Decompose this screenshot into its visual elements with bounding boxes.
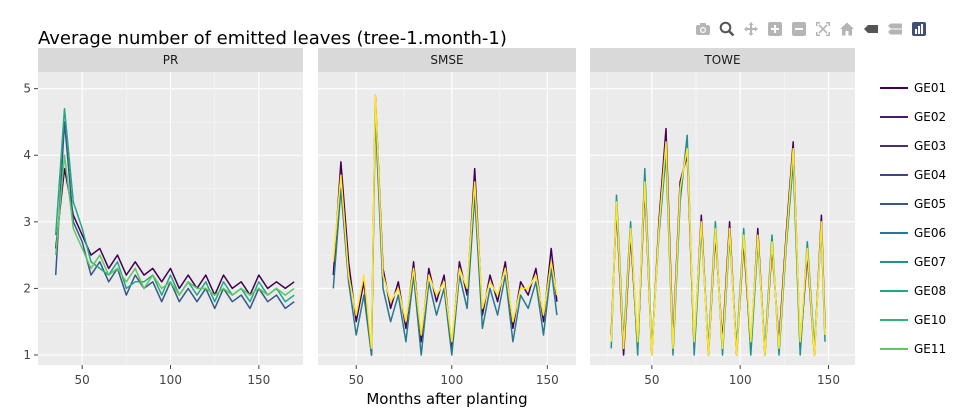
series-line-ge11[interactable] bbox=[54, 154, 295, 296]
x-tick-label: 50 bbox=[75, 373, 90, 387]
legend-label: GE11 bbox=[914, 342, 946, 356]
legend-label: GE02 bbox=[914, 110, 946, 124]
legend[interactable]: GE01 GE02 GE03 GE04 GE05 GE06 GE07 GE08 GE10 GE11 bbox=[880, 81, 946, 356]
legend-item-ge11[interactable]: GE11 bbox=[880, 342, 946, 356]
series-line-ge13[interactable] bbox=[332, 94, 558, 350]
legend-item-ge04[interactable]: GE04 bbox=[880, 168, 946, 182]
zoom-out-icon[interactable] bbox=[788, 18, 810, 40]
panels: PR 50 100 150 1 2 3 4 5 SMSE 50 100 150 TOWE 50 100 150 bbox=[23, 48, 855, 387]
panel-towe: TOWE 50 100 150 bbox=[590, 48, 855, 387]
hover-compare-icon[interactable] bbox=[884, 18, 906, 40]
legend-item-ge08[interactable]: GE08 bbox=[880, 284, 946, 298]
legend-item-ge07[interactable]: GE07 bbox=[880, 255, 946, 269]
camera-icon[interactable] bbox=[692, 18, 714, 40]
strip-background bbox=[590, 48, 855, 72]
legend-item-ge01[interactable]: GE01 bbox=[880, 81, 946, 95]
modebar bbox=[692, 18, 930, 40]
x-tick-label: 150 bbox=[536, 373, 559, 387]
y-tick-label: 5 bbox=[23, 82, 31, 96]
strip-background bbox=[38, 48, 303, 72]
strip-label: SMSE bbox=[430, 53, 463, 67]
x-tick-label: 150 bbox=[247, 373, 270, 387]
pan-icon[interactable] bbox=[740, 18, 762, 40]
autoscale-icon[interactable] bbox=[812, 18, 834, 40]
zoom-in-icon[interactable] bbox=[764, 18, 786, 40]
legend-item-ge10[interactable]: GE10 bbox=[880, 313, 946, 327]
legend-item-ge05[interactable]: GE05 bbox=[880, 197, 946, 211]
zoom-icon[interactable] bbox=[716, 18, 738, 40]
legend-item-ge03[interactable]: GE03 bbox=[880, 139, 946, 153]
legend-label: GE08 bbox=[914, 284, 946, 298]
x-tick-label: 150 bbox=[817, 373, 840, 387]
chart-title: Average number of emitted leaves (tree-1… bbox=[38, 28, 507, 49]
legend-label: GE05 bbox=[914, 197, 946, 211]
y-tick-label: 4 bbox=[23, 148, 31, 162]
legend-label: GE10 bbox=[914, 313, 946, 327]
strip-background bbox=[318, 48, 576, 72]
x-axis-title: Months after planting bbox=[366, 390, 527, 408]
x-tick-label: 100 bbox=[159, 373, 182, 387]
series-line-ge13[interactable] bbox=[610, 141, 826, 356]
x-tick-label: 50 bbox=[644, 373, 659, 387]
legend-label: GE04 bbox=[914, 168, 946, 182]
series-line-ge05[interactable] bbox=[54, 121, 295, 310]
panel-pr: PR 50 100 150 1 2 3 4 5 bbox=[23, 48, 303, 387]
y-tick-label: 2 bbox=[23, 281, 31, 295]
legend-label: GE06 bbox=[914, 226, 946, 240]
legend-item-ge06[interactable]: GE06 bbox=[880, 226, 946, 240]
x-tick-label: 100 bbox=[729, 373, 752, 387]
x-tick-label: 100 bbox=[440, 373, 463, 387]
strip-label: PR bbox=[163, 53, 179, 67]
legend-label: GE03 bbox=[914, 139, 946, 153]
series-line-ge01[interactable] bbox=[54, 167, 295, 296]
y-tick-label: 3 bbox=[23, 215, 31, 229]
legend-label: GE07 bbox=[914, 255, 946, 269]
hover-closest-icon[interactable] bbox=[860, 18, 882, 40]
y-tick-label: 1 bbox=[23, 348, 31, 362]
legend-label: GE01 bbox=[914, 81, 946, 95]
panel-smse: SMSE 50 100 150 bbox=[318, 48, 576, 387]
strip-label: TOWE bbox=[703, 53, 740, 67]
series-line-ge06[interactable] bbox=[332, 114, 558, 356]
plotly-logo-icon[interactable] bbox=[908, 18, 930, 40]
reset-axes-icon[interactable] bbox=[836, 18, 858, 40]
panel-background bbox=[590, 72, 855, 365]
x-tick-label: 50 bbox=[349, 373, 364, 387]
legend-item-ge02[interactable]: GE02 bbox=[880, 110, 946, 124]
